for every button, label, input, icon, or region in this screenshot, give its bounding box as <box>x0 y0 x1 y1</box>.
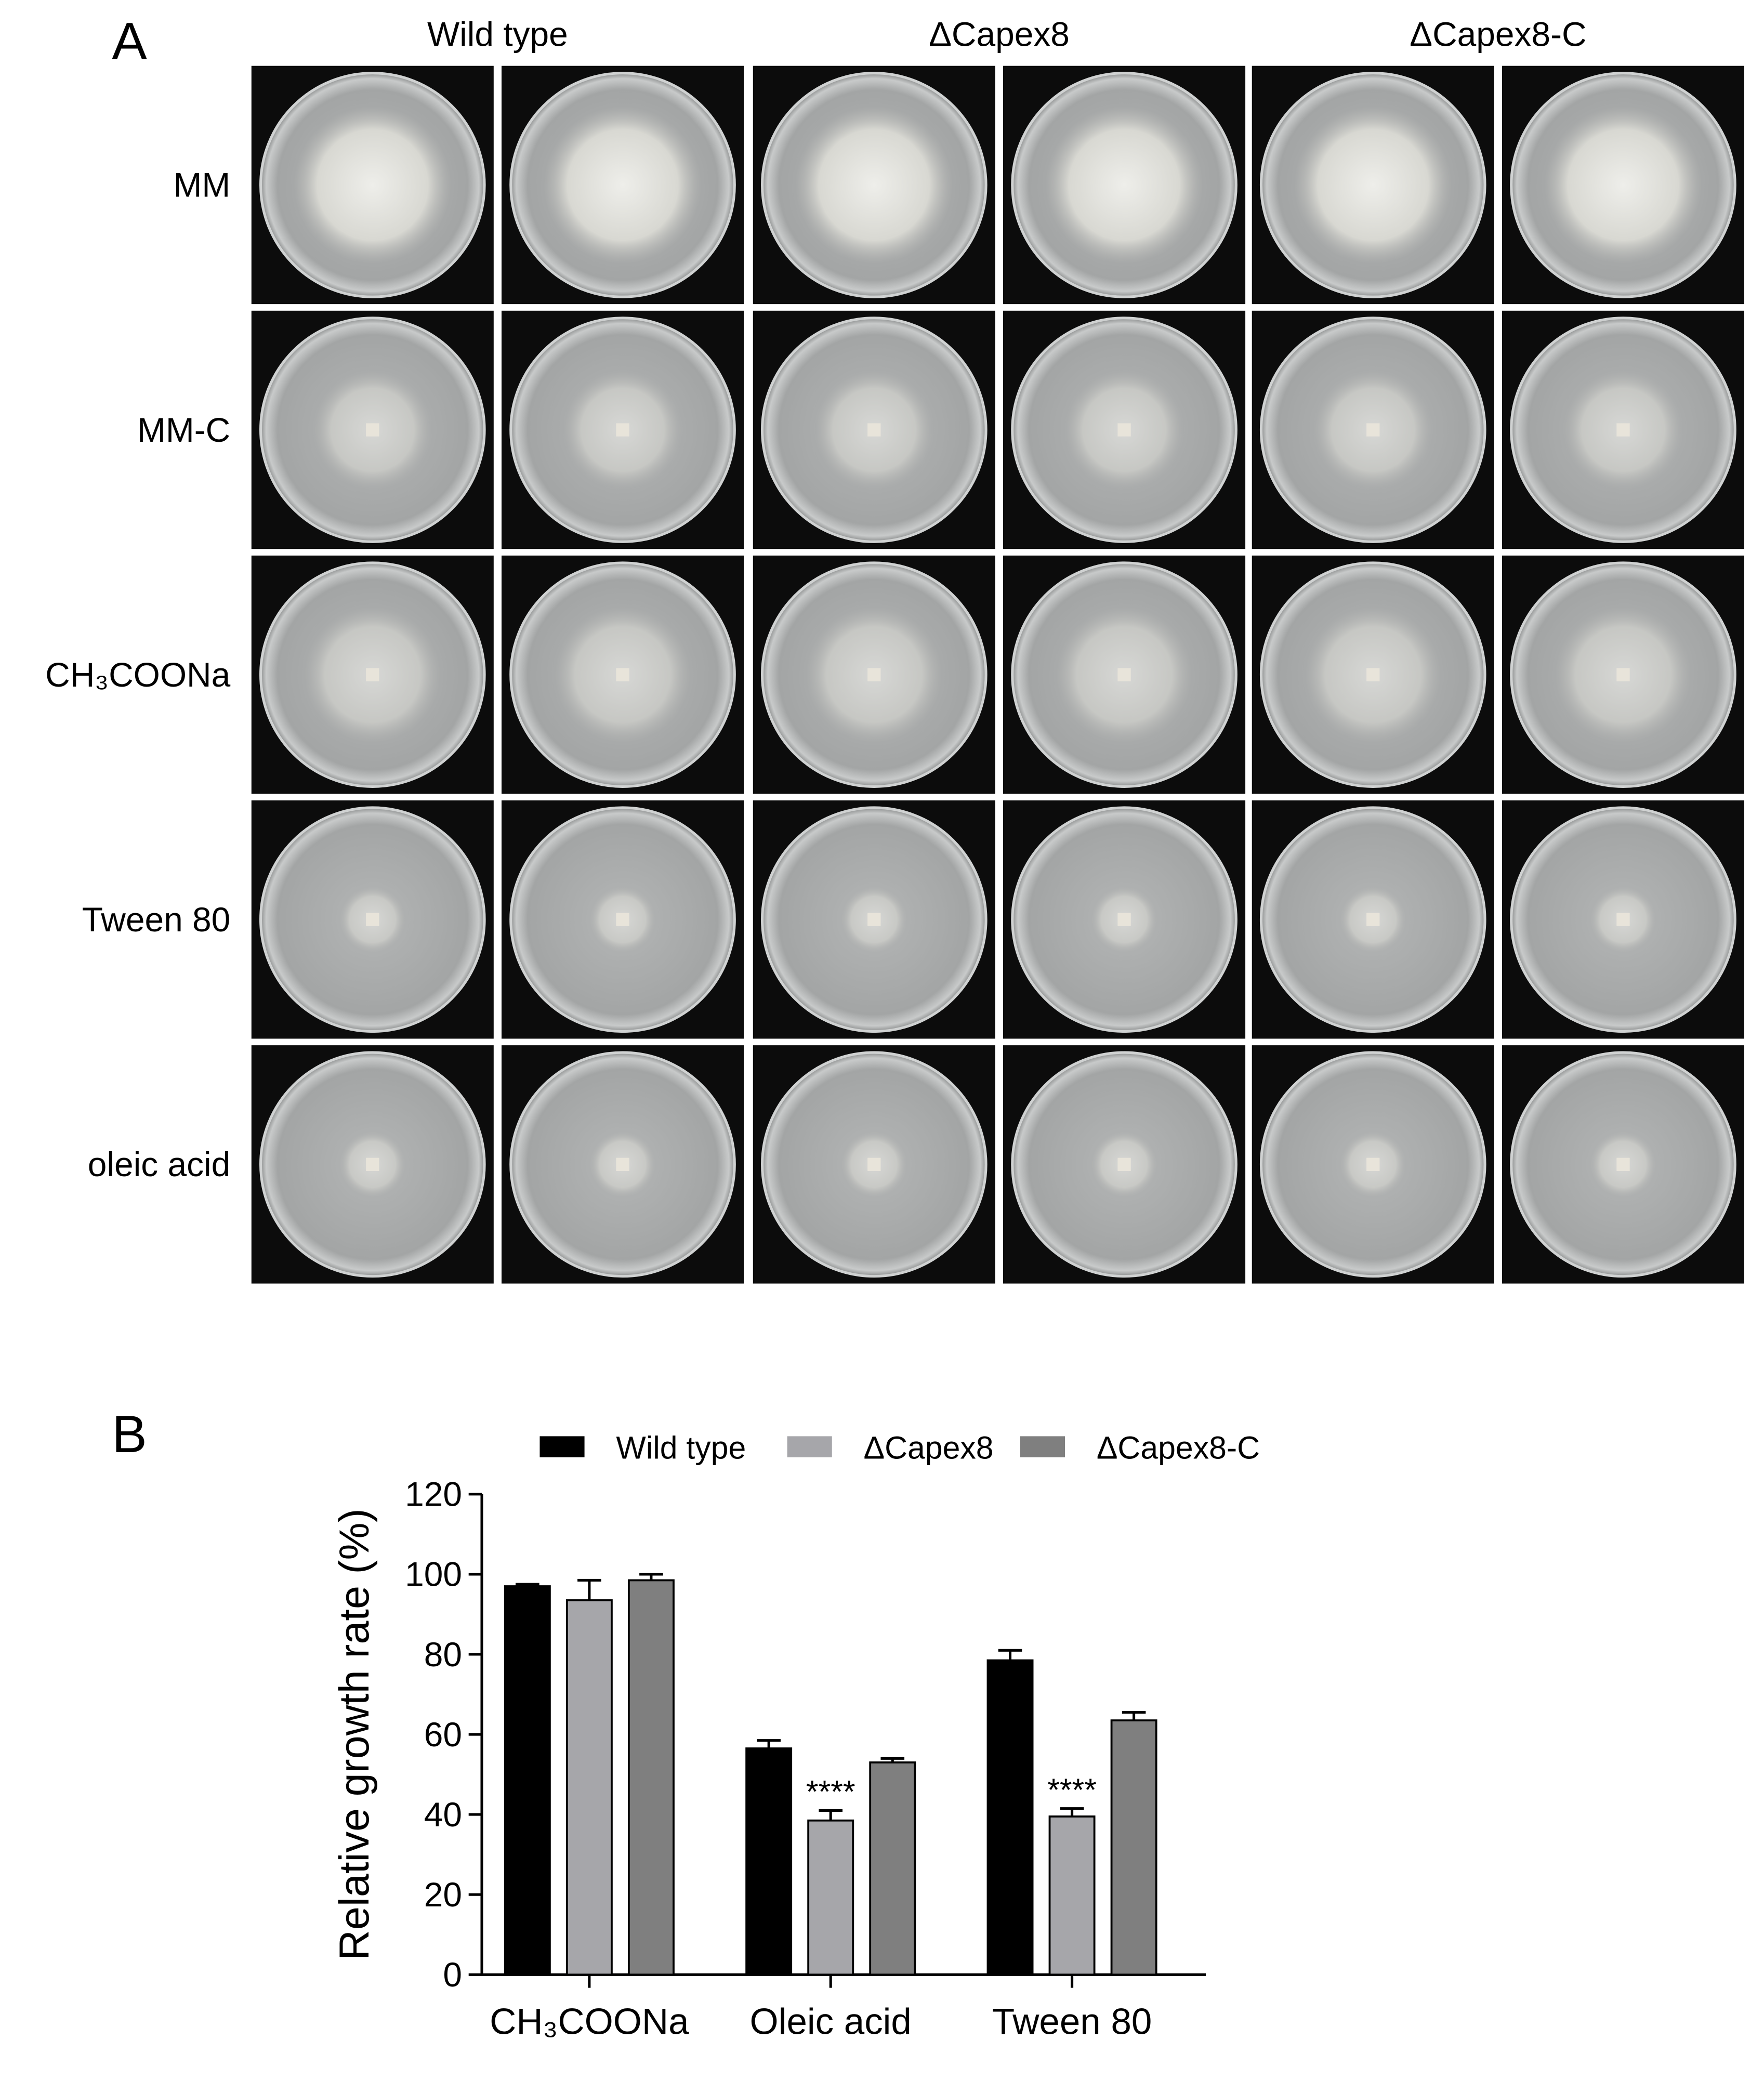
y-axis-label: Relative growth rate (%) <box>331 1508 378 1960</box>
agar-plug <box>616 913 629 926</box>
colony <box>795 106 953 264</box>
colony <box>1544 106 1702 264</box>
row-label: Tween 80 <box>82 900 231 939</box>
agar-plug <box>616 1157 629 1171</box>
panel-label: B <box>112 1405 147 1464</box>
bar <box>745 1747 793 1976</box>
legend-label: ΔCapex8-C <box>1097 1430 1260 1465</box>
bar <box>565 1599 613 1976</box>
agar-plug <box>616 423 629 437</box>
colony <box>544 106 702 264</box>
error-bar <box>998 1649 1022 1661</box>
agar-plug <box>1366 668 1380 681</box>
row-label: CH₃COONa <box>45 655 230 694</box>
bar <box>807 1819 854 1976</box>
x-tick-label: Tween 80 <box>992 2001 1152 2042</box>
agar-plug <box>1616 1157 1630 1171</box>
y-tick-label: 100 <box>405 1555 462 1594</box>
y-tick-label: 0 <box>443 1955 462 1994</box>
error-bar <box>639 1573 663 1581</box>
significance-label: **** <box>806 1774 855 1809</box>
bar <box>504 1585 551 1976</box>
error-bar <box>1122 1711 1146 1721</box>
y-tick-label: 120 <box>405 1475 462 1513</box>
agar-plug <box>1366 1157 1380 1171</box>
error-bar <box>819 1809 843 1821</box>
agar-plug <box>1117 423 1131 437</box>
x-tick-label: CH₃COONa <box>490 2001 689 2042</box>
agar-plug <box>1117 668 1131 681</box>
legend-swatch <box>1020 1436 1065 1457</box>
significance-label: **** <box>1047 1772 1097 1807</box>
bar <box>1110 1719 1157 1976</box>
agar-plug <box>366 668 379 681</box>
legend-swatch <box>539 1436 585 1457</box>
error-bar <box>757 1739 781 1749</box>
agar-plug <box>867 913 881 926</box>
agar-plug <box>1117 913 1131 926</box>
y-tick-label: 40 <box>424 1795 462 1834</box>
panel-label: A <box>112 12 147 71</box>
agar-plug <box>867 423 881 437</box>
agar-plug <box>1616 668 1630 681</box>
column-header: Wild type <box>427 15 568 54</box>
row-label: MM-C <box>137 411 230 449</box>
agar-plug <box>867 668 881 681</box>
column-header: ΔCapex8 <box>929 15 1070 54</box>
legend-label: Wild type <box>616 1430 746 1465</box>
bar <box>627 1579 675 1976</box>
agar-plug <box>1616 913 1630 926</box>
x-tick-label: Oleic acid <box>750 2001 912 2042</box>
column-header: ΔCapex8-C <box>1410 15 1586 54</box>
y-tick-label: 60 <box>424 1715 462 1754</box>
colony <box>1294 106 1452 264</box>
bar <box>1048 1815 1096 1976</box>
agar-plug <box>867 1157 881 1171</box>
agar-plug <box>366 913 379 926</box>
agar-plug <box>366 423 379 437</box>
agar-plug <box>616 668 629 681</box>
legend-swatch <box>787 1436 832 1457</box>
row-label: MM <box>174 166 231 204</box>
y-tick-label: 20 <box>424 1875 462 1914</box>
agar-plug <box>1616 423 1630 437</box>
error-bar <box>880 1757 905 1762</box>
row-label: oleic acid <box>88 1145 231 1183</box>
bar <box>986 1659 1034 1976</box>
legend-label: ΔCapex8 <box>864 1430 994 1465</box>
error-bar <box>1060 1807 1084 1816</box>
error-bar <box>577 1578 601 1600</box>
agar-plug <box>366 1157 379 1171</box>
y-tick-label: 80 <box>424 1635 462 1674</box>
agar-plug <box>1117 1157 1131 1171</box>
error-bar <box>516 1583 539 1587</box>
colony <box>1045 106 1204 264</box>
agar-plug <box>1366 423 1380 437</box>
colony <box>293 106 452 264</box>
bar <box>869 1761 916 1976</box>
agar-plug <box>1366 913 1380 926</box>
